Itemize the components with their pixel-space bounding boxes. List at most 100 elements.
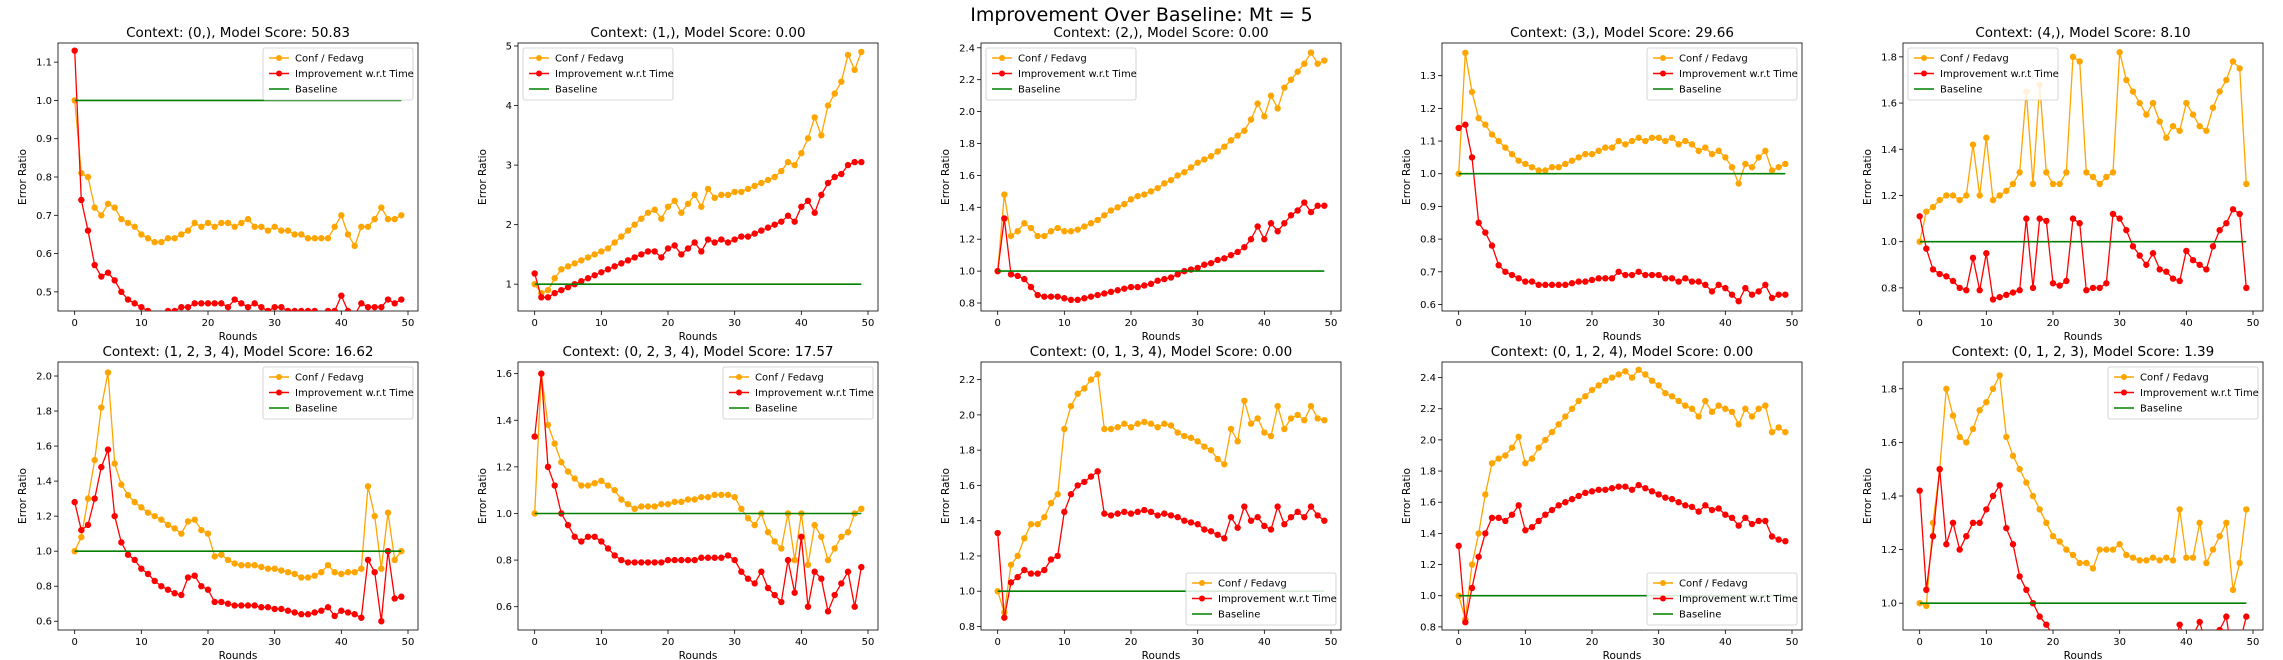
data-point — [1034, 521, 1041, 528]
legend-marker — [1921, 55, 1927, 61]
data-point — [138, 504, 145, 511]
data-point — [1468, 584, 1476, 592]
data-point — [1682, 402, 1689, 409]
data-point — [731, 188, 738, 196]
data-point — [1234, 438, 1241, 445]
y-tick-label: 2.2 — [959, 375, 975, 386]
data-point — [2023, 586, 2030, 593]
data-point — [131, 223, 138, 230]
y-axis-label: Error Ratio — [477, 468, 489, 524]
data-point — [324, 235, 332, 242]
data-point — [571, 260, 578, 267]
data-point — [651, 206, 658, 213]
data-point — [1134, 192, 1141, 200]
data-point — [1782, 291, 1789, 298]
data-point — [1127, 283, 1135, 291]
data-point — [1281, 220, 1288, 227]
data-point — [1027, 283, 1035, 291]
data-point — [658, 254, 665, 261]
data-point — [1969, 141, 1977, 148]
data-point — [1054, 552, 1061, 560]
data-point — [2129, 88, 2137, 95]
legend-entry: Improvement w.r.t Time — [1679, 594, 1798, 605]
data-point — [1983, 250, 1990, 257]
data-point — [1061, 228, 1068, 235]
data-point — [1655, 491, 1662, 498]
data-point — [1755, 154, 1762, 161]
data-point — [258, 223, 265, 230]
legend-entry: Baseline — [295, 85, 337, 96]
data-point — [1528, 163, 1536, 171]
x-tick-label: 10 — [135, 637, 148, 648]
data-point — [604, 545, 612, 552]
data-point — [1708, 408, 1716, 416]
data-point — [1174, 172, 1181, 179]
data-point — [1562, 160, 1569, 168]
data-point — [2223, 519, 2230, 526]
data-point — [291, 609, 298, 616]
data-point — [678, 556, 685, 564]
data-point — [1247, 116, 1255, 123]
data-point — [2003, 291, 2010, 299]
data-point — [2156, 266, 2163, 273]
data-point — [1314, 60, 1321, 67]
x-tick-label: 40 — [795, 318, 808, 329]
data-point — [1147, 420, 1155, 427]
data-point — [738, 568, 745, 575]
data-point — [1742, 160, 1749, 168]
data-point — [818, 575, 825, 582]
data-point — [1281, 521, 1288, 528]
data-point — [2009, 180, 2017, 188]
legend-marker — [999, 70, 1005, 77]
data-point — [1555, 502, 1562, 509]
data-point — [1675, 278, 1682, 285]
data-point — [1281, 84, 1288, 91]
data-point — [591, 479, 598, 487]
data-point — [1728, 291, 1736, 298]
data-point — [744, 233, 752, 240]
data-point — [1615, 371, 1622, 378]
data-point — [1502, 268, 1509, 275]
data-point — [391, 595, 398, 602]
axes-frame — [1441, 42, 1803, 312]
data-point — [178, 591, 185, 599]
data-point — [1047, 293, 1055, 300]
data-point — [631, 559, 638, 566]
data-point — [164, 307, 172, 311]
axes-frame — [1902, 42, 2264, 312]
data-point — [2016, 573, 2023, 580]
data-point — [1227, 425, 1235, 433]
data-point — [711, 194, 718, 202]
data-point — [691, 496, 698, 503]
data-point — [1181, 169, 1188, 176]
data-point — [1241, 397, 1248, 404]
data-point — [1321, 416, 1328, 424]
data-point — [571, 533, 578, 540]
data-point — [724, 191, 732, 199]
data-point — [2009, 289, 2017, 296]
data-point — [138, 303, 145, 311]
data-point — [1455, 592, 1462, 599]
data-point — [2076, 559, 2083, 567]
data-point — [1542, 436, 1549, 444]
data-point — [298, 574, 305, 581]
data-point — [2103, 640, 2109, 646]
data-point — [658, 559, 665, 566]
data-point — [1034, 232, 1041, 240]
legend-entry: Baseline — [295, 404, 337, 415]
axes-frame — [517, 361, 879, 631]
data-point — [1074, 226, 1081, 233]
data-point — [98, 212, 105, 219]
data-point — [1482, 530, 1489, 537]
data-point — [358, 614, 365, 621]
data-point — [771, 591, 778, 599]
y-tick-label: 1.0 — [1881, 237, 1897, 248]
data-point — [1227, 513, 1235, 521]
data-point — [678, 498, 685, 506]
data-point — [1762, 517, 1769, 525]
data-point — [2123, 551, 2130, 559]
data-point — [764, 584, 772, 592]
data-point — [1602, 377, 1609, 384]
data-point — [364, 483, 372, 490]
data-point — [351, 611, 358, 618]
